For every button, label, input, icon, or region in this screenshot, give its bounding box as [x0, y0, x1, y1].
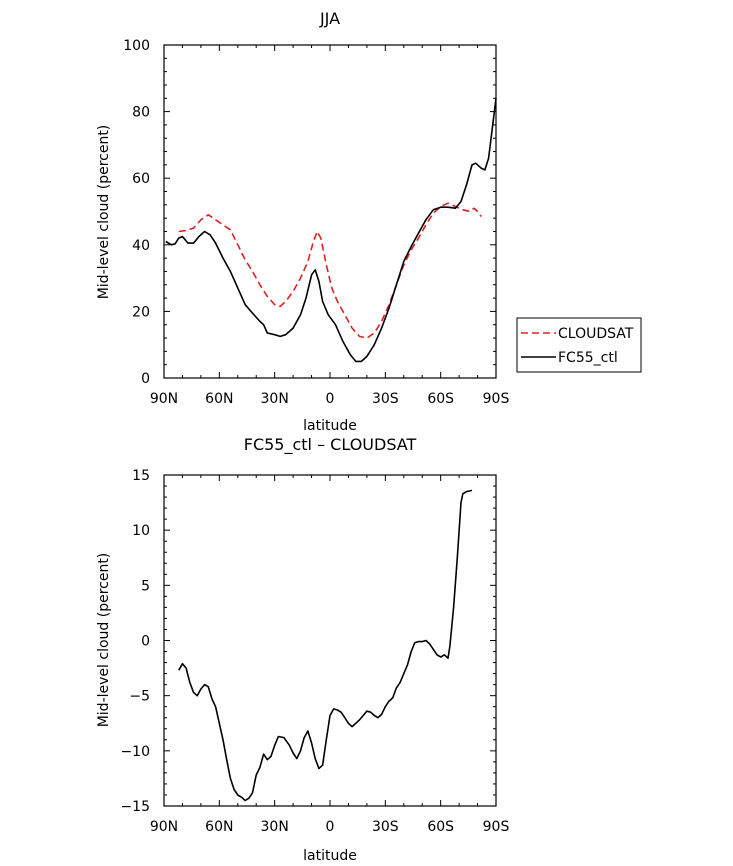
bottom-x-tick-label: 90N: [150, 819, 178, 835]
bottom-y-tick-label: 0: [141, 634, 150, 650]
legend-label-fc55-ctl: FC55_ctl: [558, 350, 618, 366]
top-chart-title: JJA: [319, 9, 340, 28]
bottom-x-tick-label: 30N: [261, 819, 289, 835]
bottom-chart-axis-ticks: 90N 60N 30N 0 30S 60S 90S −15 −10 −5 0 5 10 15: [120, 468, 509, 835]
bottom-y-tick-label: 10: [132, 523, 150, 539]
bottom-chart-plot-frame: [163, 474, 497, 807]
top-y-tick-label: 0: [141, 371, 150, 387]
top-x-tick-label: 0: [326, 391, 335, 407]
bottom-chart-series: [178, 489, 473, 802]
bottom-x-tick-label: 60S: [427, 819, 454, 835]
top-chart-series: [165, 98, 497, 363]
legend-label-cloudsat: CLOUDSAT: [558, 326, 634, 342]
top-chart-plot-frame: [163, 44, 497, 379]
bottom-y-tick-label: −15: [120, 799, 150, 815]
top-x-tick-label: 30N: [261, 391, 289, 407]
top-x-tick-label: 30S: [372, 391, 399, 407]
bottom-y-tick-label: 5: [141, 578, 150, 594]
bottom-y-tick-label: −10: [120, 744, 150, 760]
top-series-line-fc55-ctl: [165, 98, 497, 363]
top-x-tick-label: 90S: [483, 391, 510, 407]
top-y-tick-label: 20: [132, 304, 150, 320]
top-chart-axis-ticks: 90N 60N 30N 0 30S 60S 90S 0 20 40 60 80 100: [123, 38, 509, 407]
top-chart-xlabel: latitude: [303, 418, 357, 434]
bottom-y-tick-label: 15: [132, 468, 150, 484]
bottom-chart-ylabel: Mid-level cloud (percent): [96, 553, 112, 728]
top-chart: JJA Mid-level cloud (percent) latitude 9…: [96, 9, 642, 434]
bottom-chart: FC55_ctl – CLOUDSAT Mid-level cloud (per…: [96, 435, 509, 864]
bottom-x-tick-label: 90S: [483, 819, 510, 835]
legend-box: [516, 317, 642, 373]
top-x-tick-label: 60S: [427, 391, 454, 407]
top-x-tick-label: 90N: [150, 391, 178, 407]
top-y-tick-label: 80: [132, 105, 150, 121]
top-y-tick-label: 60: [132, 171, 150, 187]
bottom-series-line-0: [178, 489, 473, 802]
top-chart-ylabel: Mid-level cloud (percent): [96, 125, 112, 300]
bottom-y-tick-label: −5: [129, 689, 150, 705]
legend-item-fc55-ctl: FC55_ctl: [521, 350, 618, 366]
legend: CLOUDSAT FC55_ctl: [516, 317, 642, 373]
bottom-chart-xlabel: latitude: [303, 848, 357, 864]
top-x-tick-label: 60N: [205, 391, 233, 407]
bottom-x-tick-label: 60N: [205, 819, 233, 835]
bottom-x-tick-label: 0: [326, 819, 335, 835]
top-y-tick-label: 100: [123, 38, 150, 54]
top-series-line-cloudsat: [178, 202, 482, 339]
bottom-x-tick-label: 30S: [372, 819, 399, 835]
legend-item-cloudsat: CLOUDSAT: [521, 326, 634, 342]
bottom-chart-title: FC55_ctl – CLOUDSAT: [244, 435, 417, 455]
top-y-tick-label: 40: [132, 238, 150, 254]
